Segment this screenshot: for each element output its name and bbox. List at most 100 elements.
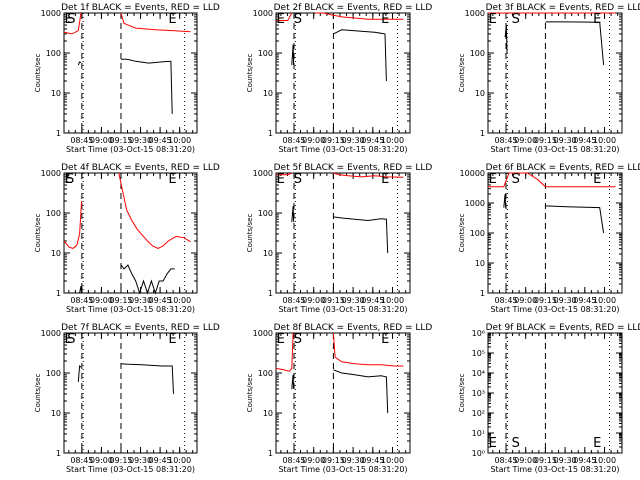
event-marker-s: S (67, 12, 75, 27)
x-tick-label: 09:00 (514, 136, 537, 145)
event-marker-e: E (65, 12, 73, 27)
series-line-events (333, 216, 389, 254)
x-tick-label: 09:30 (342, 136, 365, 145)
plot-title: Det 3f BLACK = Events, RED = LLD (486, 3, 640, 13)
x-tick-label: 08:45 (494, 136, 517, 145)
event-marker-s: S (294, 12, 302, 27)
y-axis-label: Counts/sec (34, 374, 42, 413)
x-tick-label: 09:15 (322, 456, 345, 465)
series-line-events (333, 29, 387, 82)
x-axis-label: Start Time (03-Oct-15 08:31:20) (66, 145, 195, 154)
x-tick-label: 09:45 (149, 456, 172, 465)
x-tick-label: 09:00 (514, 296, 537, 305)
event-marker-e: E (593, 172, 601, 187)
y-tick-label: 1000 (465, 199, 485, 208)
event-marker-e: E (168, 332, 176, 347)
y-tick-label: 100 (46, 369, 61, 378)
plot-frame (63, 172, 198, 294)
x-axis-label: Start Time (03-Oct-15 08:31:20) (490, 145, 619, 154)
event-marker-e: E (277, 12, 285, 27)
y-tick-label: 10 (263, 249, 273, 258)
y-tick-label: 1 (268, 129, 273, 138)
x-axis-label: Start Time (03-Oct-15 08:31:20) (278, 465, 407, 474)
plot-title: Det 5f BLACK = Events, RED = LLD (274, 163, 433, 173)
plot-frame (63, 12, 198, 134)
y-tick-label: 1000 (41, 9, 61, 18)
event-marker-e: E (489, 436, 497, 451)
y-tick-label: 100 (258, 209, 273, 218)
x-tick-label: 09:45 (361, 296, 384, 305)
x-tick-label: 08:45 (282, 296, 305, 305)
x-tick-label: 09:30 (342, 456, 365, 465)
x-tick-label: 09:15 (109, 136, 132, 145)
y-axis-label: Counts/sec (246, 214, 254, 253)
plot-title: Det 7f BLACK = Events, RED = LLD (61, 323, 220, 333)
x-tick-label: 10:00 (381, 456, 404, 465)
event-marker-e: E (168, 12, 176, 27)
x-tick-label: 10:00 (168, 296, 191, 305)
y-tick-label: 1 (56, 449, 61, 458)
y-tick-label: 10 (263, 89, 273, 98)
y-tick-label: 10 (51, 409, 61, 418)
x-tick-label: 10:00 (168, 136, 191, 145)
y-tick-label: 10⁴ (472, 369, 485, 378)
x-tick-label: 09:45 (573, 456, 596, 465)
y-tick-label: 10⁶ (472, 329, 485, 338)
x-tick-label: 09:00 (514, 456, 537, 465)
y-tick-label: 1000 (253, 169, 273, 178)
x-tick-label: 09:15 (534, 456, 557, 465)
series-line-events (291, 205, 295, 222)
y-tick-label: 1000 (465, 9, 485, 18)
x-tick-label: 09:30 (554, 296, 577, 305)
plot-panel-4: Det 4f BLACK = Events, RED = LLD Counts/s… (34, 163, 220, 314)
series-line-lld (276, 12, 293, 21)
y-tick-label: 10⁵ (472, 349, 485, 358)
x-tick-label: 09:30 (554, 136, 577, 145)
x-tick-label: 09:45 (361, 456, 384, 465)
x-tick-label: 08:45 (282, 456, 305, 465)
y-tick-label: 1 (480, 129, 485, 138)
x-tick-label: 09:15 (109, 296, 132, 305)
event-marker-e: E (65, 172, 73, 187)
x-axis-label: Start Time (03-Oct-15 08:31:20) (66, 465, 195, 474)
event-marker-e: E (593, 436, 601, 451)
event-marker-s: S (67, 332, 75, 347)
series-line-lld (332, 332, 404, 367)
x-tick-label: 09:30 (129, 456, 152, 465)
plot-panel-1: Det 1f BLACK = Events, RED = LLD Counts/s… (34, 3, 220, 154)
x-axis-label: Start Time (03-Oct-15 08:31:20) (490, 305, 619, 314)
event-marker-s: S (512, 436, 520, 451)
x-axis-label: Start Time (03-Oct-15 08:31:20) (490, 465, 619, 474)
event-marker-s: S (294, 172, 302, 187)
x-tick-label: 10:00 (381, 296, 404, 305)
plot-panel-5: Det 5f BLACK = Events, RED = LLD Counts/s… (246, 163, 432, 314)
y-tick-label: 10² (472, 409, 485, 418)
series-line-lld (118, 172, 191, 249)
plot-title: Det 2f BLACK = Events, RED = LLD (274, 3, 433, 13)
x-tick-label: 09:00 (302, 296, 325, 305)
event-marker-s: S (66, 172, 74, 187)
x-tick-label: 09:30 (129, 296, 152, 305)
series-line-events (121, 58, 173, 114)
series-line-events (291, 374, 295, 389)
y-tick-label: 10 (475, 89, 485, 98)
x-tick-label: 09:45 (573, 136, 596, 145)
event-marker-e: E (489, 172, 497, 187)
x-tick-label: 09:00 (302, 136, 325, 145)
series-line-events (120, 363, 174, 394)
series-line-events (545, 21, 605, 66)
event-marker-s: S (294, 332, 302, 347)
x-tick-label: 09:00 (90, 296, 113, 305)
y-tick-label: 10¹ (472, 429, 485, 438)
series-line-events (504, 24, 508, 54)
y-tick-label: 10 (51, 89, 61, 98)
plot-frame (63, 332, 198, 454)
y-tick-label: 1 (480, 289, 485, 298)
y-axis-label: Counts/sec (458, 54, 466, 93)
x-tick-label: 09:15 (322, 136, 345, 145)
x-tick-label: 08:45 (70, 136, 93, 145)
plot-panel-2: Det 2f BLACK = Events, RED = LLD Counts/s… (246, 3, 432, 154)
plot-frame (275, 172, 411, 294)
plot-panel-7: Det 7f BLACK = Events, RED = LLD Counts/s… (34, 323, 220, 474)
